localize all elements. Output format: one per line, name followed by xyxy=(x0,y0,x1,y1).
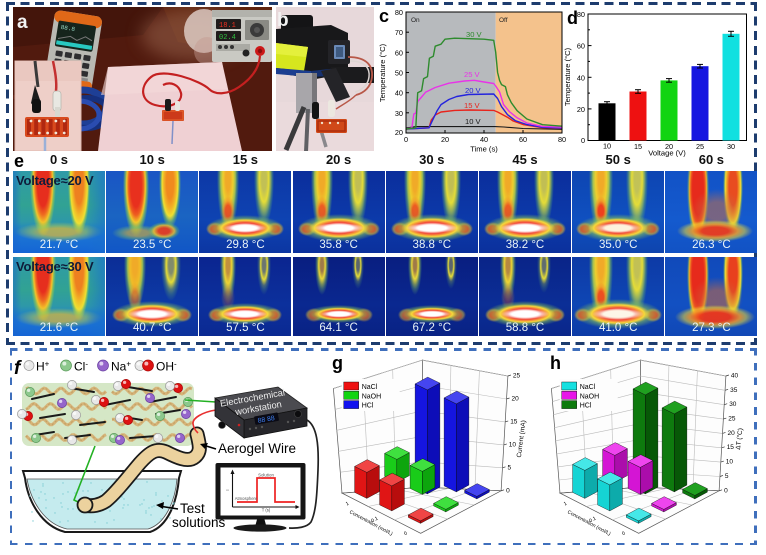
svg-text:Na+: Na+ xyxy=(111,359,131,374)
svg-text:HCl: HCl xyxy=(580,403,592,410)
svg-text:10: 10 xyxy=(509,441,517,448)
svg-text:5: 5 xyxy=(725,473,729,480)
svg-text:b: b xyxy=(277,10,289,31)
svg-text:T (s): T (s) xyxy=(262,508,271,513)
svg-text:02.4: 02.4 xyxy=(219,34,236,42)
svg-text:40: 40 xyxy=(480,135,488,144)
svg-text:g: g xyxy=(332,353,343,373)
svg-text:solutions: solutions xyxy=(172,515,226,530)
svg-text:60: 60 xyxy=(395,48,403,57)
svg-text:0.1: 0.1 xyxy=(588,516,597,525)
svg-text:40: 40 xyxy=(395,89,403,98)
svg-text:NaCl: NaCl xyxy=(362,384,378,391)
svg-text:70: 70 xyxy=(395,28,403,37)
svg-text:80: 80 xyxy=(395,8,403,17)
svg-text:Solution: Solution xyxy=(258,473,274,478)
svg-text:20: 20 xyxy=(728,430,736,437)
svg-text:35: 35 xyxy=(730,387,738,394)
svg-text:50: 50 xyxy=(395,69,403,78)
svg-text:25: 25 xyxy=(728,416,736,423)
svg-text:Aerogel Wire: Aerogel Wire xyxy=(218,441,296,456)
svg-text:30: 30 xyxy=(395,109,403,118)
svg-text:30: 30 xyxy=(727,142,735,151)
svg-text:0: 0 xyxy=(404,135,408,144)
svg-text:15: 15 xyxy=(634,142,642,151)
svg-text:Current (mA): Current (mA) xyxy=(516,420,528,458)
svg-text:40: 40 xyxy=(731,373,739,380)
svg-text:Off: Off xyxy=(499,17,508,24)
svg-text:HCl: HCl xyxy=(362,403,374,410)
svg-text:60: 60 xyxy=(577,42,585,51)
svg-text:88 88: 88 88 xyxy=(257,415,275,425)
svg-text:15: 15 xyxy=(510,418,518,425)
svg-text:Cl-: Cl- xyxy=(74,359,88,374)
svg-text:80: 80 xyxy=(558,135,566,144)
svg-text:Time (s): Time (s) xyxy=(470,145,498,154)
svg-text:Temperature (°C): Temperature (°C) xyxy=(378,43,387,102)
svg-text:15 V: 15 V xyxy=(464,101,481,110)
svg-text:Atmosphere: Atmosphere xyxy=(235,496,258,501)
svg-text:20: 20 xyxy=(577,105,585,114)
svg-text:a: a xyxy=(17,12,28,33)
svg-text:d: d xyxy=(567,8,578,28)
svg-text:10 V: 10 V xyxy=(465,117,482,126)
svg-text:20: 20 xyxy=(512,396,520,403)
svg-text:88.8: 88.8 xyxy=(60,24,76,33)
svg-text:60: 60 xyxy=(519,135,527,144)
svg-text:15: 15 xyxy=(727,444,735,451)
svg-text:40: 40 xyxy=(577,73,585,82)
svg-text:H+: H+ xyxy=(36,359,50,374)
svg-text:NaOH: NaOH xyxy=(580,393,599,400)
svg-text:1: 1 xyxy=(563,501,568,508)
svg-text:10: 10 xyxy=(603,142,611,151)
svg-text:5: 5 xyxy=(508,464,512,471)
svg-text:0: 0 xyxy=(403,530,408,537)
svg-text:I: I xyxy=(225,489,230,490)
svg-text:f: f xyxy=(14,358,22,379)
svg-text:h: h xyxy=(550,353,561,373)
svg-text:0: 0 xyxy=(724,487,728,494)
svg-text:NaOH: NaOH xyxy=(362,393,381,400)
svg-text:20: 20 xyxy=(665,142,673,151)
svg-text:Test: Test xyxy=(180,501,205,516)
svg-text:OH-: OH- xyxy=(156,359,177,374)
svg-text:0: 0 xyxy=(621,530,626,537)
svg-text:Voltage (V): Voltage (V) xyxy=(648,149,686,158)
svg-text:Temperature (°C): Temperature (°C) xyxy=(563,47,572,106)
svg-text:25 V: 25 V xyxy=(464,70,481,79)
svg-text:ΔT (°C): ΔT (°C) xyxy=(734,428,745,450)
svg-text:On: On xyxy=(411,17,420,24)
svg-text:c: c xyxy=(379,6,389,26)
svg-text:80: 80 xyxy=(577,10,585,19)
svg-text:30 V: 30 V xyxy=(466,30,483,39)
svg-text:18.1: 18.1 xyxy=(219,22,236,30)
svg-text:0: 0 xyxy=(506,487,510,494)
svg-text:20: 20 xyxy=(441,135,449,144)
svg-text:0.1: 0.1 xyxy=(370,516,379,525)
svg-text:NaCl: NaCl xyxy=(580,384,596,391)
svg-text:30: 30 xyxy=(729,401,737,408)
svg-text:20 V: 20 V xyxy=(465,86,482,95)
svg-text:25: 25 xyxy=(513,373,521,380)
svg-text:1: 1 xyxy=(345,501,350,508)
svg-text:10: 10 xyxy=(726,459,734,466)
svg-text:20: 20 xyxy=(395,128,403,137)
svg-text:0: 0 xyxy=(581,136,585,145)
svg-text:25: 25 xyxy=(696,142,704,151)
